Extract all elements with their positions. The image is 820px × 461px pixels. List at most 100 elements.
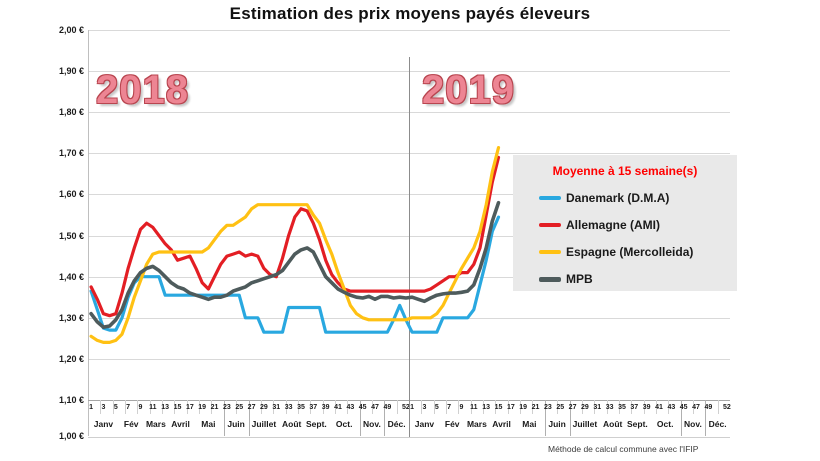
month-label: Janv — [93, 419, 114, 429]
week-tick — [458, 400, 460, 414]
week-tick — [532, 400, 534, 414]
week-tick-label: 29 — [581, 404, 589, 411]
week-tick-label: 7 — [126, 404, 131, 411]
week-tick-label: 17 — [185, 404, 194, 411]
week-tick-label: 49 — [704, 404, 713, 411]
week-tick-label: 35 — [618, 404, 626, 411]
week-tick — [236, 400, 238, 414]
week-tick-label: 5 — [113, 404, 118, 411]
week-tick — [310, 400, 312, 414]
month-label: Mai — [201, 419, 216, 429]
week-tick-label: 33 — [284, 404, 293, 411]
month-label: Nov. — [363, 419, 381, 429]
week-tick-label: 43 — [667, 404, 676, 411]
week-tick-label: 45 — [358, 404, 367, 411]
week-tick-label: 19 — [198, 404, 207, 411]
week-tick-label: 5 — [434, 404, 439, 411]
month-label: Juin — [227, 419, 245, 429]
week-tick — [692, 400, 694, 414]
month-label: Août — [282, 419, 302, 429]
y-tick-label: 1,90 € — [58, 66, 84, 77]
month-boundary-tick — [384, 400, 386, 436]
month-boundary-tick — [569, 400, 571, 436]
week-tick-label: 3 — [101, 404, 106, 411]
week-tick — [520, 400, 522, 414]
week-tick-label: 3 — [422, 404, 427, 411]
week-tick — [285, 400, 287, 414]
month-label: Fév — [444, 419, 460, 429]
legend-item-mpb: MPB — [539, 272, 737, 286]
legend-label-danemark: Danemark (D.M.A) — [566, 191, 670, 205]
month-label: Mai — [522, 419, 537, 429]
y-tick-label: 1,80 € — [58, 107, 84, 118]
series-line-espagne — [89, 145, 501, 344]
week-tick — [470, 400, 472, 414]
month-label: Août — [603, 419, 623, 429]
week-tick — [631, 400, 633, 414]
y-tick-label: 1,50 € — [58, 230, 84, 241]
month-label: Juillet — [251, 419, 277, 429]
month-label: Sept. — [306, 419, 327, 429]
week-tick-label: 13 — [161, 404, 170, 411]
allemagne-line-swatch — [539, 223, 561, 227]
week-tick — [149, 400, 151, 414]
week-tick-label: 1 — [89, 404, 94, 411]
month-label: Avril — [171, 419, 190, 429]
week-tick — [643, 400, 645, 414]
week-tick-label: 31 — [593, 404, 602, 411]
y-tick-label: 1,00 € — [58, 431, 84, 441]
week-tick-label: 29 — [260, 404, 268, 411]
week-tick — [446, 400, 448, 414]
y-tick-label: 1,40 € — [58, 271, 84, 282]
week-tick-label: 11 — [470, 404, 478, 411]
month-boundary-tick — [223, 400, 225, 436]
week-tick-label: 1 — [410, 404, 415, 411]
week-tick — [199, 400, 201, 414]
month-label: Juillet — [572, 419, 598, 429]
week-tick — [137, 400, 139, 414]
week-tick-label: 27 — [568, 404, 577, 411]
week-tick-label: 37 — [630, 404, 639, 411]
week-tick — [322, 400, 324, 414]
y-tick-label: 1,10 € — [58, 395, 84, 405]
week-tick-label: 9 — [138, 404, 143, 411]
week-tick — [260, 400, 262, 414]
month-boundary-tick — [248, 400, 250, 436]
legend-label-mpb: MPB — [566, 272, 593, 286]
legend-item-danemark: Danemark (D.M.A) — [539, 191, 737, 205]
week-tick-label: 23 — [222, 404, 231, 411]
month-label: Déc. — [387, 419, 406, 429]
y-tick-label: 2,00 € — [58, 25, 84, 35]
month-label: Oct. — [656, 419, 674, 429]
week-tick — [371, 400, 373, 414]
legend-title: Moyenne à 15 semaine(s) — [552, 164, 698, 178]
week-tick-label: 25 — [235, 404, 244, 411]
week-tick-label: 13 — [482, 404, 491, 411]
week-tick-label: 7 — [447, 404, 452, 411]
week-tick-label: 41 — [655, 404, 663, 411]
week-tick — [668, 400, 670, 414]
week-tick-label: 21 — [210, 404, 219, 411]
month-label: Oct. — [335, 419, 353, 429]
week-tick — [606, 400, 608, 414]
week-tick-label: 25 — [556, 404, 565, 411]
week-tick-label: 45 — [679, 404, 688, 411]
year-label-2018: 2018 — [96, 68, 189, 112]
x-axis-strip-border — [88, 437, 730, 438]
week-tick — [396, 400, 398, 414]
footnote: Méthode de calcul commune avec l'IFIP — [548, 444, 699, 454]
y-tick-label: 1,70 € — [58, 148, 84, 159]
legend-item-allemagne: Allemagne (AMI) — [539, 218, 737, 232]
week-tick-label: 43 — [346, 404, 355, 411]
week-tick-label: 33 — [605, 404, 614, 411]
week-tick-label: 15 — [173, 404, 182, 411]
month-label: Nov. — [684, 419, 702, 429]
month-label: Janv — [414, 419, 435, 429]
week-tick — [421, 400, 423, 414]
week-tick — [297, 400, 299, 414]
line-chart — [89, 145, 501, 344]
week-tick-label: 52 — [723, 404, 731, 411]
week-tick — [483, 400, 485, 414]
espagne-line-swatch — [539, 250, 561, 254]
